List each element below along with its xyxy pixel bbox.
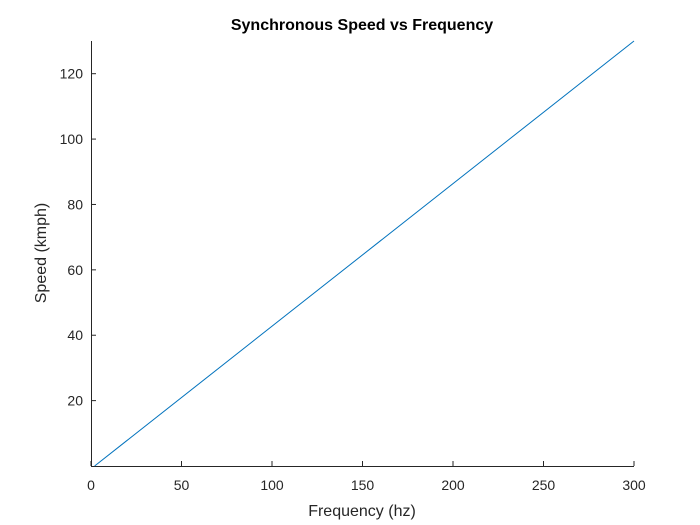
x-tick-label: 0 <box>87 477 95 493</box>
y-tick-label: 40 <box>67 327 83 343</box>
x-tick-label: 100 <box>260 477 284 493</box>
x-tick-label: 250 <box>532 477 556 493</box>
x-tick-label: 200 <box>441 477 465 493</box>
series-line <box>94 40 635 467</box>
y-axis-label: Speed (kmph) <box>33 203 50 304</box>
plot-area: 0 50 100 150 200 250 300 20 40 60 80 100 120 <box>60 40 646 493</box>
x-axis-label: Frequency (hz) <box>308 503 416 520</box>
x-tick-label: 150 <box>351 477 375 493</box>
series-layer <box>94 40 635 467</box>
x-tick-label: 300 <box>622 477 646 493</box>
y-tick-label: 20 <box>67 393 83 409</box>
x-tick-label: 50 <box>174 477 190 493</box>
y-tick-label: 120 <box>60 66 84 82</box>
y-tick-label: 100 <box>60 131 84 147</box>
chart-title: Synchronous Speed vs Frequency <box>231 17 493 34</box>
y-tick-label: 60 <box>67 262 83 278</box>
y-axis-ticks: 20 40 60 80 100 120 <box>60 66 96 409</box>
y-tick-label: 80 <box>67 196 83 212</box>
x-axis-ticks: 0 50 100 150 200 250 300 <box>87 461 646 493</box>
